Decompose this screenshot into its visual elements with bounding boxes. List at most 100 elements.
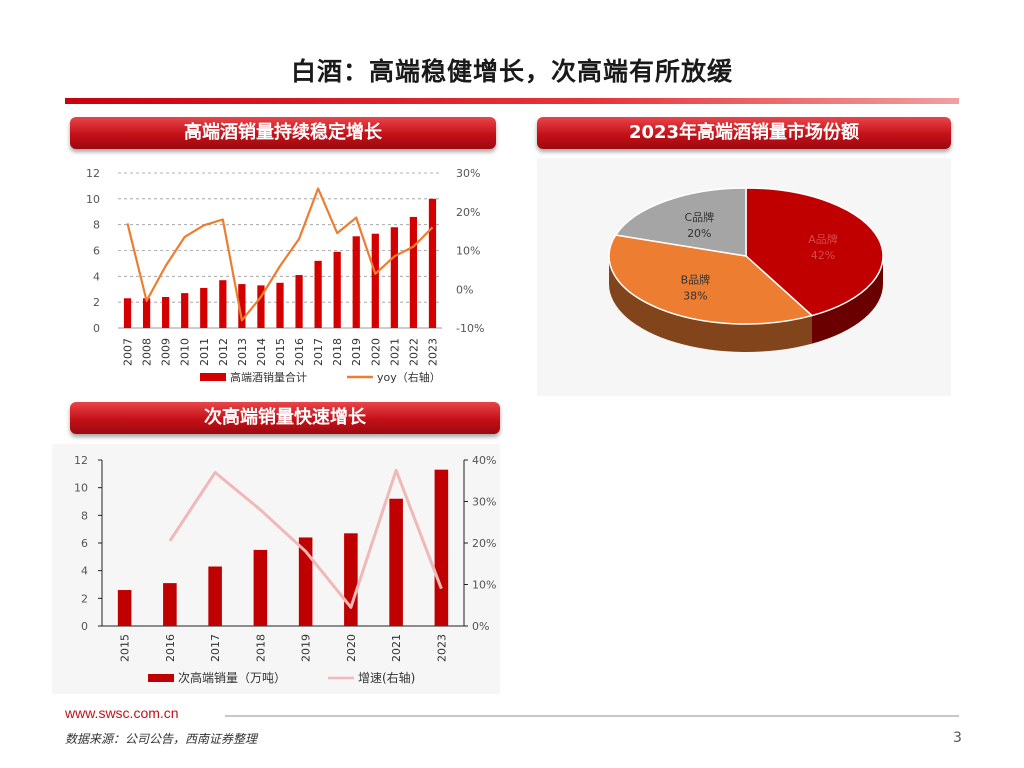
chart1-ytick-left: 12: [86, 167, 100, 180]
chart1-ytick-left: 0: [93, 322, 100, 335]
pie-slice-A品牌: [745, 187, 884, 317]
chart1-xtick: 2007: [122, 338, 135, 366]
pie-label-name: C品牌: [684, 210, 714, 224]
chart3-bar: [163, 583, 177, 626]
title-underline: [65, 98, 959, 104]
chart1-bar: [162, 297, 170, 328]
chart3-legend-bar-label: 次高端销量（万吨）: [178, 670, 286, 685]
chart1-xtick: 2020: [369, 338, 382, 366]
chart3-bar: [117, 590, 132, 626]
chart3-ytick-right: 20%: [472, 537, 496, 550]
chart1-bar: [181, 293, 189, 328]
panel2-banner: 2023年高端酒销量市场份额: [537, 117, 951, 149]
chart2-panel: A品牌 42% B品牌 38% C品牌 20%: [537, 158, 951, 396]
pie-slice-C品牌: [614, 187, 747, 257]
chart3-legend-line-label: 增速(右轴): [358, 670, 415, 685]
chart1-bar: [409, 216, 418, 328]
chart1-bar: [295, 275, 303, 328]
chart1-bar: [390, 227, 398, 328]
chart3-bar: [253, 549, 268, 626]
chart3-ytick-right: 40%: [472, 454, 496, 467]
chart1-ytick-left: 8: [93, 219, 100, 232]
chart1-ytick-left: 10: [86, 193, 100, 206]
chart3-ytick-left: 0: [81, 620, 88, 633]
chart1-ytick-left: 6: [93, 245, 100, 258]
chart1-xtick: 2015: [274, 338, 287, 366]
chart1-bar: [200, 287, 208, 328]
chart1-xtick: 2014: [255, 338, 268, 366]
chart1-xtick: 2018: [331, 338, 344, 366]
footer-divider: [225, 715, 959, 717]
chart1-ytick-right: 0%: [456, 283, 473, 296]
chart1-xtick: 2011: [198, 338, 211, 366]
pie-label-name: B品牌: [681, 272, 711, 286]
chart3-ytick-right: 30%: [472, 496, 496, 509]
pie-slice-B品牌: [608, 234, 814, 325]
chart3-xtick: 2023: [435, 634, 448, 662]
chart1-xtick: 2017: [312, 338, 325, 366]
chart3-bar: [389, 498, 403, 626]
chart1-xtick: 2019: [350, 338, 363, 366]
chart3-bar: [344, 533, 358, 626]
chart1-line-series: [126, 187, 434, 322]
chart3-ytick-left: 6: [81, 537, 88, 550]
chart1-ytick-right: 30%: [456, 167, 480, 180]
chart1-bar: [352, 236, 360, 328]
chart3-legend-bar-swatch: [148, 674, 174, 682]
chart1-bar: [257, 285, 265, 328]
chart3-ytick-left: 4: [81, 565, 88, 578]
pie-side-B品牌: [609, 256, 813, 352]
chart1-bar: [333, 251, 341, 328]
footer-website-link[interactable]: www.swsc.com.cn: [65, 705, 179, 721]
chart1-svg: 0 2 4 6 8 10 12 -10% 0% 10% 20% 30% 2007 2008 2009 2010…: [86, 167, 484, 384]
chart3-xtick: 2019: [300, 634, 313, 662]
chart3-xtick: 2018: [254, 634, 267, 662]
chart1-bar: [123, 298, 132, 328]
chart3-ytick-right: 0%: [472, 620, 489, 633]
chart1-xtick: 2016: [293, 338, 306, 366]
chart1-panel: 0 2 4 6 8 10 12 -10% 0% 10% 20% 30% 2007 2008 2009 2010…: [70, 158, 496, 396]
chart1-ytick-right: -10%: [456, 322, 484, 335]
chart1-bar: [142, 298, 151, 328]
chart3-bar: [208, 566, 222, 626]
chart3-ytick-left: 10: [74, 482, 88, 495]
pie-label-pct: 42%: [811, 249, 835, 262]
chart3-panel: 0 2 4 6 8 10 12 0% 10% 20% 30% 40% 2015 2016 2017 2018 2…: [52, 444, 500, 694]
chart1-ytick-left: 2: [93, 296, 100, 309]
chart3-xtick: 2021: [390, 634, 403, 662]
chart1-xtick: 2009: [160, 338, 173, 366]
chart1-bar: [371, 233, 379, 328]
chart1-ytick-right: 20%: [456, 206, 480, 219]
chart3-bar: [434, 469, 449, 626]
chart1-legend-bar-label: 高端酒销量合计: [230, 370, 307, 384]
chart3-xtick: 2015: [119, 634, 132, 662]
chart1-ytick-left: 4: [93, 270, 100, 283]
chart1-xtick: 2010: [179, 338, 192, 366]
chart1-ytick-right: 10%: [456, 245, 480, 258]
chart3-xtick: 2016: [164, 634, 177, 662]
chart1-xtick: 2008: [141, 338, 154, 366]
panel3-banner: 次高端销量快速增长: [70, 402, 500, 434]
chart1-bar: [238, 284, 246, 328]
chart3-ytick-left: 2: [81, 592, 88, 605]
chart1-xtick: 2021: [388, 338, 401, 366]
chart1-xtick: 2022: [407, 338, 420, 366]
pie-label-name: A品牌: [808, 232, 838, 246]
chart3-line-series: [168, 468, 443, 609]
data-source-note: 数据来源：公司公告，西南证券整理: [65, 732, 258, 746]
chart1-bar: [428, 198, 437, 328]
chart1-bar: [276, 282, 284, 328]
chart3-ytick-left: 12: [74, 454, 88, 467]
chart1-xtick: 2012: [217, 338, 230, 366]
pie-side-A品牌: [812, 256, 883, 344]
chart1-xtick: 2023: [426, 338, 439, 366]
chart3-xtick: 2020: [345, 634, 358, 662]
pie-label-pct: 20%: [687, 227, 711, 240]
chart3-xtick: 2017: [209, 634, 222, 662]
chart1-legend-line-label: yoy（右轴）: [377, 370, 441, 384]
chart2-svg: A品牌 42% B品牌 38% C品牌 20%: [608, 187, 884, 352]
chart1-bar: [314, 260, 322, 328]
chart3-ytick-left: 8: [81, 509, 88, 522]
chart3-ytick-right: 10%: [472, 579, 496, 592]
chart1-bar: [219, 280, 227, 328]
